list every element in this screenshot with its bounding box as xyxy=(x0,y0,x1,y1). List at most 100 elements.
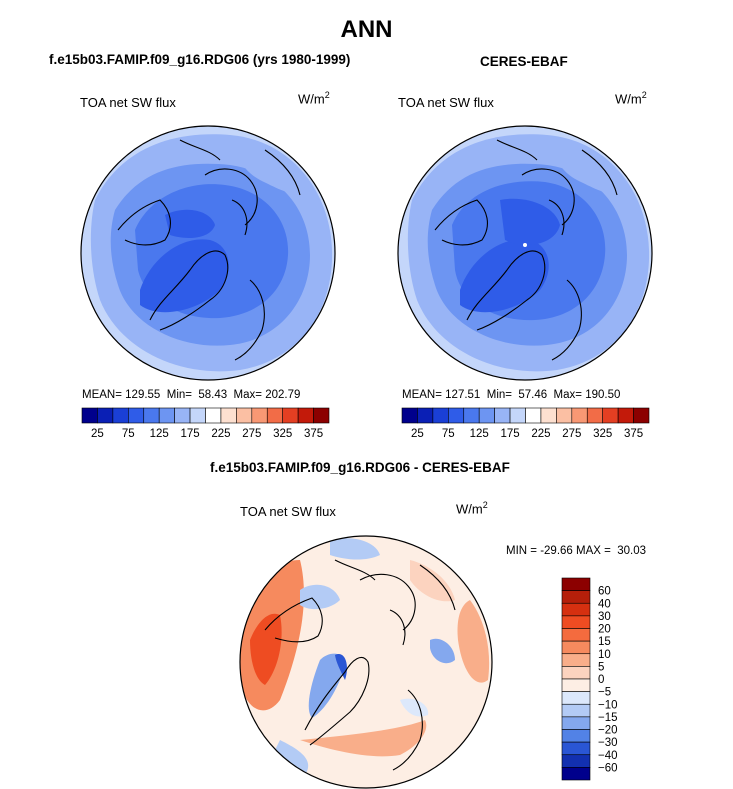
left-colorbar-box xyxy=(158,407,175,424)
left-colorbar-box xyxy=(112,407,129,424)
right-units-label: W/m2 xyxy=(615,90,647,107)
left-colorbar-box xyxy=(97,407,114,424)
diff-colorbar-box xyxy=(561,678,591,692)
diff-colorbar-box xyxy=(561,653,591,667)
right-stats: MEAN= 127.51 Min= 57.46 Max= 190.50 xyxy=(402,389,621,401)
left-colorbar-box xyxy=(266,407,283,424)
diff-colorbar-tick-label: 15 xyxy=(598,636,611,648)
diff-stats: MIN = -29.66 MAX = 30.03 xyxy=(506,545,647,557)
page-title: ANN xyxy=(340,16,393,43)
right-colorbar-box xyxy=(401,407,418,424)
diff-colorbar-tick-label: −15 xyxy=(598,712,618,724)
left-colorbar-box xyxy=(174,407,191,424)
diff-colorbar-tick-label: 30 xyxy=(598,611,611,623)
diff-colorbar-tick-label: −40 xyxy=(598,750,618,762)
diff-coastlines xyxy=(264,559,456,771)
right-colorbar-tick-label: 125 xyxy=(470,428,489,440)
right-colorbar-tick-label: 175 xyxy=(500,428,519,440)
right-colorbar-box xyxy=(602,407,619,424)
right-map-border xyxy=(397,125,653,381)
right-colorbar-box xyxy=(463,407,480,424)
left-colorbar-box xyxy=(282,407,299,424)
left-colorbar-tick-label: 175 xyxy=(180,428,199,440)
left-colorbar-box xyxy=(297,407,314,424)
diff-colorbar-tick-label: −5 xyxy=(598,687,611,699)
right-colorbar-tick-label: 225 xyxy=(531,428,550,440)
diff-colorbar-box xyxy=(561,741,591,756)
diff-colorbar-box xyxy=(561,767,591,781)
diff-colorbar-box xyxy=(561,590,591,604)
diff-colorbar-tick-label: 20 xyxy=(598,624,611,636)
left-colorbar-tick-label: 125 xyxy=(150,428,169,440)
right-colorbar-tick-label: 325 xyxy=(593,428,612,440)
right-colorbar-box xyxy=(478,407,495,424)
diff-colorbar-box xyxy=(561,602,591,617)
diff-colorbar-box xyxy=(561,615,591,629)
left-units-label: W/m2 xyxy=(298,90,330,107)
left-colorbar-tick-label: 275 xyxy=(242,428,261,440)
right-panel-title: CERES-EBAF xyxy=(480,54,568,69)
right-colorbar-box xyxy=(633,407,650,424)
diff-colorbar-tick-label: −60 xyxy=(598,762,618,774)
diff-colorbar-tick-label: 10 xyxy=(598,649,611,661)
diff-colorbar-box xyxy=(561,691,591,705)
right-coastlines xyxy=(434,139,618,361)
diff-panel-title: f.e15b03.FAMIP.f09_g16.RDG06 - CERES-EBA… xyxy=(210,460,510,475)
left-colorbar-tick-label: 375 xyxy=(304,428,323,440)
left-colorbar-box xyxy=(313,407,330,424)
diff-colorbar-tick-label: 0 xyxy=(598,674,604,686)
left-colorbar-box xyxy=(220,407,237,424)
right-colorbar-box xyxy=(571,407,588,424)
right-colorbar-box xyxy=(540,407,557,424)
diff-colorbar-box xyxy=(561,716,591,730)
diff-colorbar-tick-label: −30 xyxy=(598,737,618,749)
left-colorbar-tick-label: 75 xyxy=(122,428,135,440)
left-colorbar: 25 75 125 175 225 275 325 375 xyxy=(81,407,330,440)
left-coastlines xyxy=(117,139,301,361)
right-variable-label: TOA net SW flux xyxy=(398,95,494,110)
right-colorbar-box xyxy=(586,407,603,424)
left-colorbar-box xyxy=(143,407,160,424)
diff-map-border xyxy=(239,535,493,789)
right-colorbar-tick-label: 375 xyxy=(624,428,643,440)
left-colorbar-box xyxy=(81,407,98,424)
right-polar-map xyxy=(398,126,652,380)
diff-colorbar-tick-label: −20 xyxy=(598,725,618,737)
right-colorbar-box xyxy=(494,407,511,424)
left-map-border xyxy=(80,125,336,381)
diff-colorbar-box xyxy=(561,729,591,743)
right-colorbar-tick-label: 275 xyxy=(562,428,581,440)
right-colorbar: 25 75 125 175 225 275 325 375 xyxy=(401,407,650,440)
left-variable-label: TOA net SW flux xyxy=(80,95,176,110)
left-colorbar-tick-label: 25 xyxy=(91,428,104,440)
diff-colorbar-box xyxy=(561,754,591,768)
right-colorbar-box xyxy=(417,407,434,424)
diff-variable-label: TOA net SW flux xyxy=(240,504,336,519)
right-colorbar-box xyxy=(509,407,526,424)
diff-colorbar-tick-label: 5 xyxy=(598,661,604,673)
diff-colorbar-box xyxy=(561,577,591,591)
left-colorbar-tick-label: 225 xyxy=(211,428,230,440)
right-colorbar-box xyxy=(556,407,573,424)
right-colorbar-box xyxy=(525,407,542,424)
left-colorbar-tick-label: 325 xyxy=(273,428,292,440)
right-colorbar-box xyxy=(448,407,465,424)
diff-colorbar-box xyxy=(561,640,591,655)
right-colorbar-box xyxy=(617,407,634,424)
diff-units-label: W/m2 xyxy=(456,500,488,517)
diff-colorbar-box xyxy=(561,628,591,642)
right-colorbar-tick-label: 25 xyxy=(411,428,424,440)
diff-colorbar-box xyxy=(561,703,591,718)
left-colorbar-box xyxy=(236,407,253,424)
left-colorbar-box xyxy=(128,407,145,424)
diff-colorbar-box xyxy=(561,666,591,680)
left-colorbar-box xyxy=(189,407,206,424)
right-colorbar-box xyxy=(432,407,449,424)
left-colorbar-box xyxy=(205,407,222,424)
right-colorbar-tick-label: 75 xyxy=(442,428,455,440)
diff-colorbar-tick-label: −10 xyxy=(598,699,618,711)
left-panel-title: f.e15b03.FAMIP.f09_g16.RDG06 (yrs 1980-1… xyxy=(49,52,351,67)
left-stats: MEAN= 129.55 Min= 58.43 Max= 202.79 xyxy=(82,389,301,401)
